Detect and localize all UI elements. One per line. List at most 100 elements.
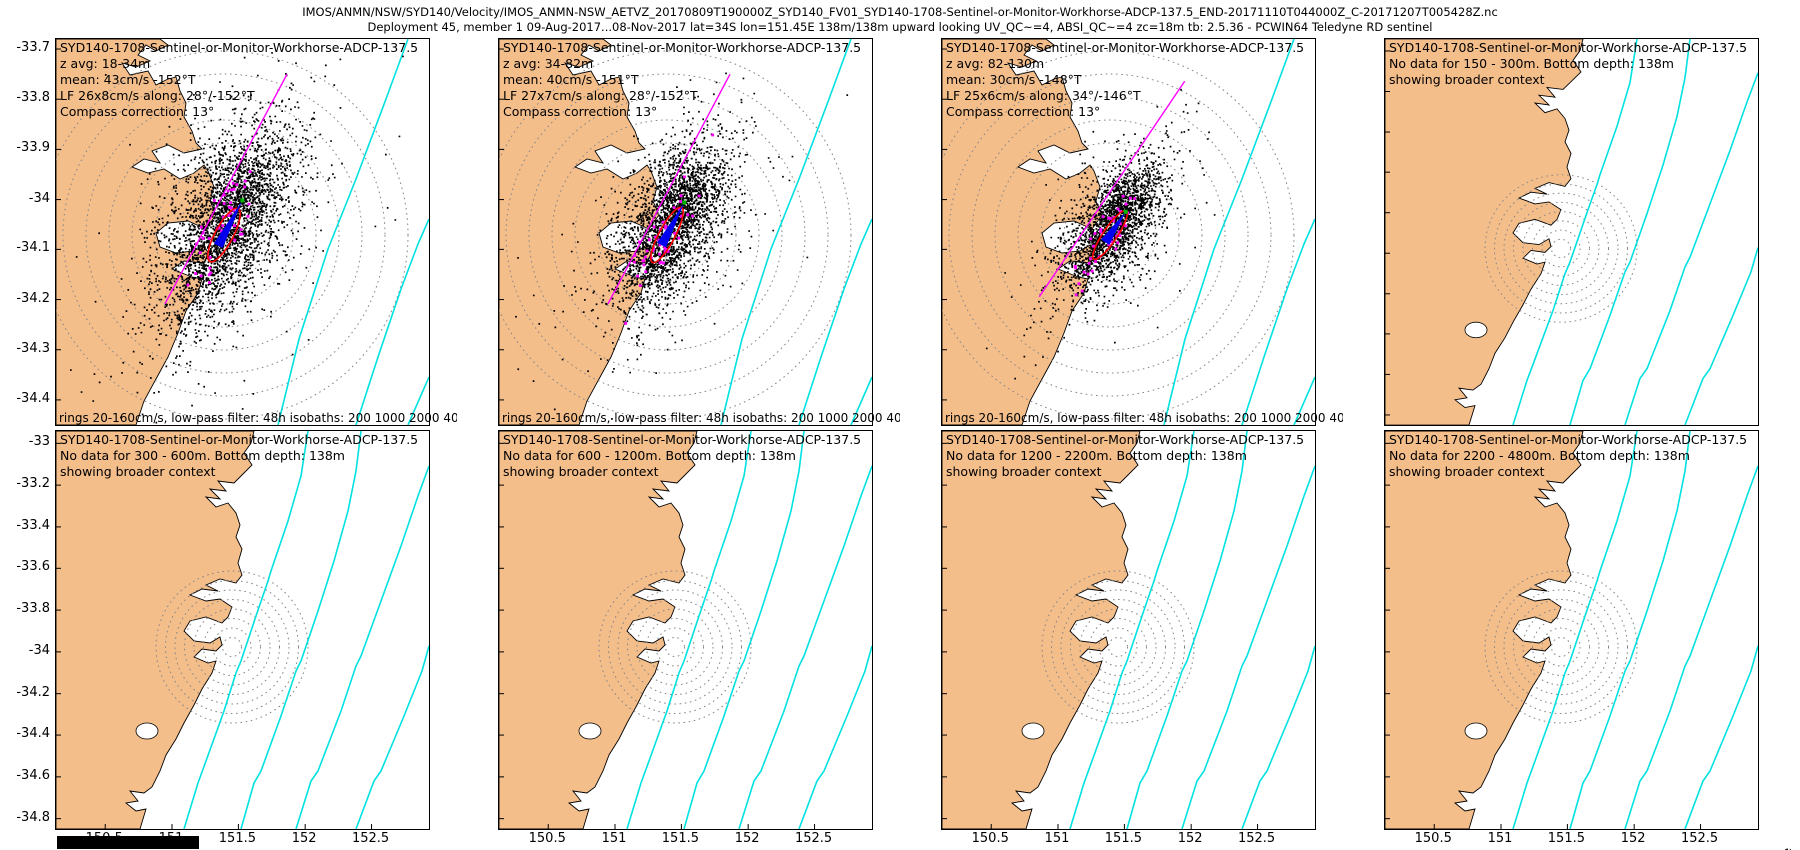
velocity-ring (1089, 618, 1147, 676)
y-axis-label: -33.2 (16, 476, 50, 492)
coastal-lake (578, 722, 602, 740)
y-axis-label: -34.3 (16, 340, 50, 356)
isobath-line (1684, 247, 1758, 425)
velocity-ring (1040, 165, 1180, 305)
x-axis-label: 150.5 (971, 831, 1009, 846)
x-axis-label: 150.5 (1414, 831, 1452, 846)
figure-header: IMOS/ANMN/NSW/SYD140/Velocity/IMOS_ANMN-… (0, 5, 1800, 34)
panel-stat-line: showing broader context (1389, 464, 1545, 479)
rings-isobaths-note: rings 20-160cm/s, low-pass filter: 48h i… (59, 411, 457, 425)
isobath-line (1512, 431, 1638, 829)
panel-title: SYD140-1708-Sentinel-or-Monitor-Workhors… (503, 432, 862, 447)
isobath-line (183, 431, 309, 829)
y-axis-label: -33.8 (16, 90, 50, 106)
velocity-ring (1017, 142, 1203, 328)
panel-stat-line: No data for 150 - 300m. Bottom depth: 13… (1389, 56, 1674, 71)
x-axis-label: 151 (1044, 831, 1070, 846)
panel-stats-text: SYD140-1708-Sentinel-or-Monitor-Workhors… (1389, 432, 1747, 480)
isobath-line (683, 431, 805, 829)
mean-current-arrow (213, 200, 243, 249)
velocity-ring (1098, 627, 1138, 667)
panel-stat-line: No data for 300 - 600m. Bottom depth: 13… (60, 448, 345, 463)
isobath-line (1241, 218, 1315, 425)
y-axis-label: -34.4 (16, 726, 50, 742)
x-axis-label: 152 (291, 831, 317, 846)
velocity-ring (597, 165, 737, 305)
velocity-ring (193, 608, 271, 686)
isobath-line (798, 218, 872, 425)
velocity-scatter-cloud (70, 52, 404, 424)
map-canvas (56, 431, 429, 829)
isobath-line (626, 431, 752, 829)
panel-stat-line: mean: 40cm/s -151°T (503, 72, 639, 87)
y-axis-label: -34.6 (16, 767, 50, 783)
x-axis-label: 152 (734, 831, 760, 846)
velocity-ring (1513, 599, 1609, 695)
y-axis-label: -34.8 (16, 809, 50, 825)
panel-title: SYD140-1708-Sentinel-or-Monitor-Workhors… (60, 40, 419, 55)
panel-stat-line: LF 25x6cm/s along: 34°/-146°T (946, 88, 1141, 103)
panel-title: SYD140-1708-Sentinel-or-Monitor-Workhors… (60, 432, 419, 447)
x-axis-label: 151 (601, 831, 627, 846)
y-axis-label: -33.8 (16, 601, 50, 617)
land-coastline (942, 39, 1103, 425)
velocity-ring (108, 119, 340, 351)
y-axis-label: -34.1 (16, 240, 50, 256)
velocity-ring (665, 637, 685, 657)
velocity-ring (655, 627, 695, 667)
isobath-line (1624, 72, 1758, 425)
velocity-ring (1522, 211, 1600, 286)
velocity-ring (608, 580, 742, 714)
y-axis-label: -34 (28, 642, 50, 658)
panel-stat-line: z avg: 18-34m (60, 56, 151, 71)
isobath-line (355, 645, 429, 829)
isobath-line (738, 465, 872, 829)
velocity-ring (174, 589, 290, 705)
velocity-ring (1494, 183, 1628, 314)
land-coastline (942, 431, 1141, 829)
map-panel-context-150-300m: SYD140-1708-Sentinel-or-Monitor-Workhors… (1384, 38, 1759, 426)
velocity-ring (551, 119, 783, 351)
panel-stat-line: Compass correction: 13° (60, 104, 215, 119)
rings-isobaths-note: rings 20-160cm/s, low-pass filter: 48h i… (945, 411, 1343, 425)
isobath-line (1241, 645, 1315, 829)
x-axis-label: 152 (1620, 831, 1646, 846)
velocity-ring (1484, 174, 1638, 323)
map-panel-velocity-82-130m: SYD140-1708-Sentinel-or-Monitor-Workhors… (941, 38, 1343, 426)
velocity-ring (948, 73, 1272, 397)
y-axis-label: -33.9 (16, 140, 50, 156)
arrow-tip-marker (1123, 209, 1128, 214)
isobath-line (407, 376, 429, 425)
x-axis-label: 152.5 (1680, 831, 1719, 846)
panel-stat-line: LF 27x7cm/s along: 28°/-152°T (503, 88, 698, 103)
y-axis-label: -34.4 (16, 390, 50, 406)
y-axis-label: -33 (28, 434, 50, 450)
velocity-ring (1532, 618, 1590, 676)
velocity-ring (1484, 570, 1638, 724)
velocity-ring (1079, 608, 1157, 686)
velocity-ring (1551, 637, 1571, 657)
panel-stat-line: z avg: 82-130m (946, 56, 1045, 71)
land-coastline (499, 39, 660, 425)
isobath-line (1684, 645, 1758, 829)
isobath-line (1512, 39, 1638, 425)
y-axis-label: -34.2 (16, 684, 50, 700)
velocity-ring (627, 599, 723, 695)
x-axis-label: 151.5 (1547, 831, 1585, 846)
map-panel-velocity-34-82m: SYD140-1708-Sentinel-or-Monitor-Workhors… (498, 38, 900, 426)
map-canvas (499, 431, 872, 829)
velocity-ring (643, 211, 691, 259)
isobath-line (1569, 431, 1691, 829)
map-canvas (942, 431, 1315, 829)
isobath-line (1293, 376, 1315, 425)
velocity-ring (499, 50, 852, 420)
land-coastline (1385, 39, 1584, 425)
panel-stats-text: SYD140-1708-Sentinel-or-Monitor-Workhors… (1389, 40, 1747, 88)
velocity-ring (1551, 238, 1571, 259)
velocity-ring (1060, 589, 1176, 705)
y-axis-label: -33.7 (16, 40, 50, 56)
principal-axis-line (1038, 80, 1186, 298)
panel-stat-line: showing broader context (1389, 72, 1545, 87)
map-canvas (56, 39, 429, 425)
